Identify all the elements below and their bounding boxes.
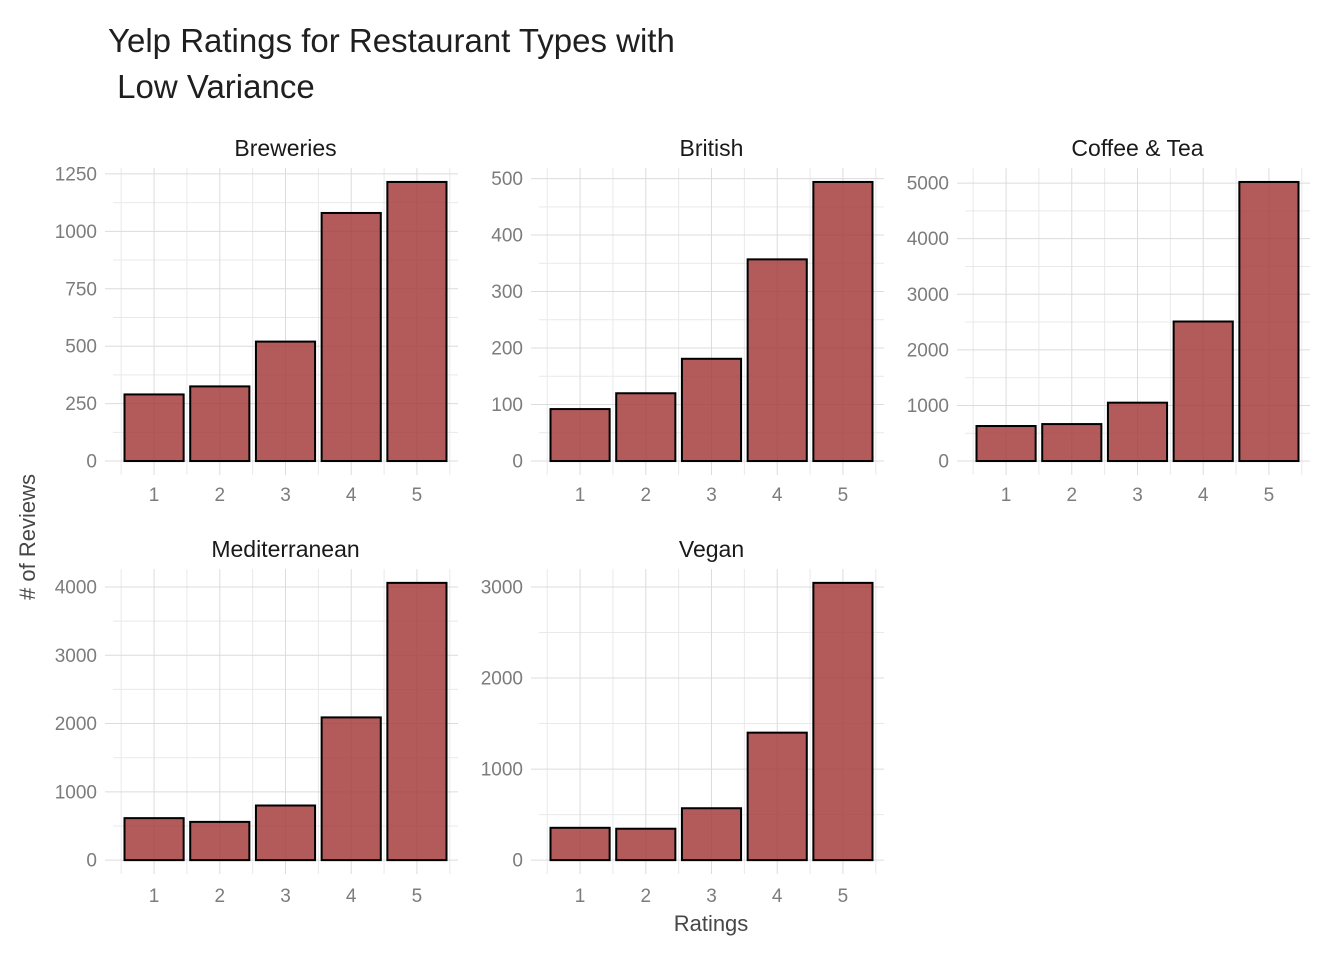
x-axis-title: Ratings <box>673 911 749 936</box>
y-tick-label: 1000 <box>907 396 949 417</box>
bars <box>975 180 1300 463</box>
x-tick-label: 1 <box>149 886 160 907</box>
facet-title: Vegan <box>679 536 744 562</box>
y-tick-label: 5000 <box>907 174 949 195</box>
bar-breweries-3 <box>254 340 317 463</box>
x-tick-label: 2 <box>214 886 225 907</box>
x-tick-label: 5 <box>1264 485 1275 506</box>
y-tick-label: 1000 <box>481 760 523 781</box>
bar-coffeetea-1 <box>975 425 1037 463</box>
x-tick-label: 4 <box>346 886 357 907</box>
facet-vegan: 0 1000 2000 3000 1 2 3 4 5 Vegan <box>481 536 884 907</box>
y-tick-label: 1000 <box>55 222 97 243</box>
bar-coffeetea-5 <box>1238 180 1300 463</box>
bar-mediterranean-4 <box>320 716 382 862</box>
x-tick-label: 2 <box>640 485 651 506</box>
facet-breweries: 0 250 500 750 1000 1250 1 2 3 4 5 Breweries <box>55 135 458 506</box>
y-tick-label: 2000 <box>55 714 97 735</box>
y-tick-label: 3000 <box>55 646 97 667</box>
bar-coffeetea-3 <box>1106 401 1169 463</box>
y-tick-label: 4000 <box>55 577 97 598</box>
bar-mediterranean-3 <box>254 804 317 862</box>
bar-british-3 <box>680 357 743 463</box>
bar-mediterranean-1 <box>123 817 185 862</box>
x-tick-label: 4 <box>1198 485 1209 506</box>
y-tick-label: 1250 <box>55 164 97 185</box>
y-tick-label: 1000 <box>55 782 97 803</box>
bar-mediterranean-2 <box>189 820 251 862</box>
y-tick-label: 250 <box>65 394 97 415</box>
bar-vegan-2 <box>615 827 677 862</box>
facet-title: Mediterranean <box>211 536 359 562</box>
y-tick-label: 300 <box>491 282 523 303</box>
y-tick-label: 2000 <box>907 340 949 361</box>
x-tick-label: 3 <box>280 886 291 907</box>
bar-breweries-2 <box>189 385 251 463</box>
x-tick-label: 2 <box>640 886 651 907</box>
facet-title: Coffee & Tea <box>1071 135 1203 161</box>
bar-vegan-4 <box>746 731 808 862</box>
x-tick-label: 5 <box>838 485 849 506</box>
y-tick-label: 3000 <box>481 577 523 598</box>
y-tick-label: 500 <box>491 169 523 190</box>
x-tick-label: 4 <box>346 485 357 506</box>
bar-coffeetea-2 <box>1041 423 1103 463</box>
x-tick-label: 5 <box>838 886 849 907</box>
bar-british-5 <box>812 180 874 463</box>
x-tick-label: 2 <box>214 485 225 506</box>
y-tick-label: 0 <box>938 452 949 473</box>
bar-breweries-1 <box>123 393 185 463</box>
x-tick-label: 4 <box>772 485 783 506</box>
x-tick-label: 5 <box>412 485 423 506</box>
facet-coffee-tea: 0 1000 2000 3000 4000 5000 1 2 3 4 5 Coffee & Tea <box>907 135 1310 506</box>
bar-breweries-5 <box>386 180 448 463</box>
x-tick-label: 3 <box>1132 485 1143 506</box>
y-tick-label: 200 <box>491 339 523 360</box>
x-tick-label: 1 <box>575 485 586 506</box>
facet-title: Breweries <box>234 135 336 161</box>
x-tick-label: 3 <box>706 485 717 506</box>
bar-vegan-5 <box>812 581 874 862</box>
y-tick-label: 100 <box>491 395 523 416</box>
y-tick-label: 4000 <box>907 229 949 250</box>
facet-british: 0 100 200 300 400 500 1 2 3 4 5 British <box>491 135 884 506</box>
bars <box>123 581 448 862</box>
bars <box>549 581 874 862</box>
bars <box>123 180 448 463</box>
x-tick-label: 5 <box>412 886 423 907</box>
y-tick-label: 0 <box>512 851 523 872</box>
y-tick-label: 500 <box>65 337 97 358</box>
y-tick-label: 0 <box>512 452 523 473</box>
x-tick-label: 1 <box>149 485 160 506</box>
x-tick-label: 4 <box>772 886 783 907</box>
plot-title: Yelp Ratings for Restaurant Types with L… <box>108 22 675 105</box>
facet-mediterranean: 0 1000 2000 3000 4000 1 2 3 4 5 Mediterranean <box>55 536 458 907</box>
x-tick-label: 3 <box>280 485 291 506</box>
x-tick-label: 3 <box>706 886 717 907</box>
y-tick-label: 0 <box>86 851 97 872</box>
bar-breweries-4 <box>320 211 382 463</box>
bar-mediterranean-5 <box>386 581 448 862</box>
y-tick-label: 0 <box>86 452 97 473</box>
x-tick-label: 1 <box>575 886 586 907</box>
bars <box>549 180 874 463</box>
bar-british-2 <box>615 392 677 463</box>
y-tick-label: 750 <box>65 279 97 300</box>
y-tick-label: 3000 <box>907 285 949 306</box>
bar-british-4 <box>746 258 808 463</box>
facet-title: British <box>680 135 744 161</box>
x-tick-label: 1 <box>1001 485 1012 506</box>
y-tick-label: 400 <box>491 226 523 247</box>
bar-british-1 <box>549 408 611 463</box>
bar-coffeetea-4 <box>1172 320 1234 463</box>
x-tick-label: 2 <box>1066 485 1077 506</box>
bar-vegan-1 <box>549 826 611 862</box>
y-tick-label: 2000 <box>481 669 523 690</box>
bar-vegan-3 <box>680 807 743 862</box>
